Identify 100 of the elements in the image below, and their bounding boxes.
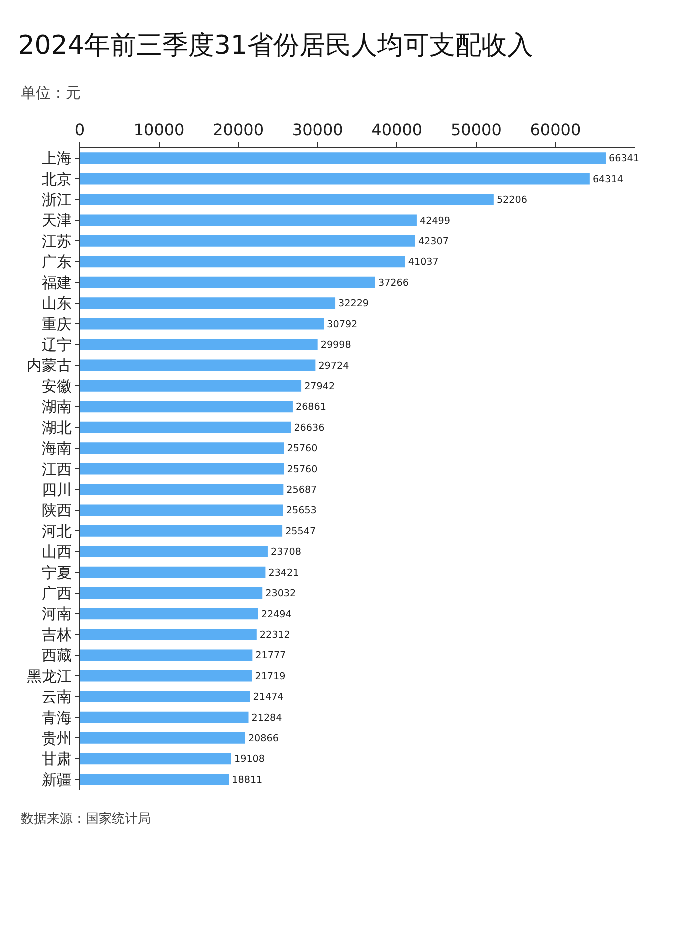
y-tick-label: 浙江 (42, 191, 72, 210)
x-tick-label: 60000 (530, 120, 582, 140)
y-tick-label: 辽宁 (42, 336, 72, 354)
bar (80, 298, 336, 310)
data-label: 25547 (286, 526, 316, 538)
data-label: 18811 (232, 774, 263, 786)
x-tick-label: 30000 (292, 120, 344, 140)
data-label: 42499 (420, 216, 450, 227)
x-tick-label: 0 (74, 120, 86, 140)
y-tick-label: 陕西 (42, 502, 72, 520)
bar (80, 318, 324, 330)
data-label: 21719 (255, 671, 286, 682)
y-tick-label: 江苏 (42, 232, 72, 250)
y-tick-label: 宁夏 (42, 564, 72, 582)
bar (80, 732, 246, 744)
y-tick-label: 山东 (42, 294, 72, 313)
bar (80, 691, 250, 702)
y-tick-label: 天津 (42, 212, 72, 230)
source-note: 数据来源：国家统计局 (21, 811, 151, 827)
y-tick-label: 北京 (42, 170, 72, 188)
y-tick-label: 内蒙古 (27, 356, 72, 375)
bar (80, 712, 249, 724)
y-tick-label: 上海 (42, 150, 72, 168)
y-tick-label: 广东 (42, 253, 72, 272)
bar (80, 774, 230, 786)
data-label: 25760 (287, 464, 318, 476)
y-tick-label: 青海 (42, 708, 72, 727)
bar (80, 650, 253, 662)
data-label: 66341 (609, 154, 640, 165)
y-tick-label: 广西 (42, 584, 72, 603)
data-label: 23708 (270, 547, 302, 558)
bar (80, 401, 293, 413)
bar (80, 628, 257, 640)
y-tick-label: 云南 (42, 688, 72, 706)
y-tick-label: 山西 (42, 543, 72, 562)
y-tick-label: 河南 (42, 605, 72, 624)
data-label: 23421 (268, 568, 300, 579)
bar (80, 256, 406, 268)
chart-title: 2024年前三季度31省份居民人均可支配收入 (18, 30, 534, 61)
data-label: 30792 (327, 319, 358, 330)
data-label: 64314 (592, 174, 624, 186)
bar (80, 380, 302, 392)
data-label: 26861 (296, 402, 326, 414)
bar (80, 525, 283, 537)
data-label: 37266 (378, 278, 409, 289)
x-tick-label: 10000 (134, 120, 185, 140)
data-label: 27942 (304, 381, 336, 392)
data-label: 23032 (266, 588, 296, 600)
bar (80, 173, 590, 185)
x-tick-label: 50000 (450, 120, 502, 140)
bar (80, 276, 376, 288)
y-tick-label: 吉林 (42, 626, 72, 644)
y-tick-label: 四川 (42, 480, 72, 499)
data-label: 21474 (253, 692, 284, 704)
bar (80, 588, 263, 599)
bar (80, 360, 316, 372)
bar (80, 463, 284, 475)
bar (80, 566, 266, 578)
data-label: 21284 (252, 712, 282, 724)
bar (80, 670, 252, 682)
y-tick-label: 安徽 (42, 377, 72, 396)
y-tick-label: 河北 (42, 522, 72, 540)
bar (80, 339, 318, 350)
y-tick-label: 湖南 (42, 398, 72, 416)
bar (80, 546, 268, 558)
data-label: 26636 (294, 422, 325, 434)
data-label: 41037 (408, 257, 439, 268)
y-tick-label: 黑龙江 (27, 667, 72, 686)
data-label: 29998 (320, 340, 352, 352)
bar (80, 504, 284, 516)
data-label: 25760 (287, 444, 318, 455)
x-tick-label: 20000 (213, 120, 264, 140)
data-label: 32229 (338, 298, 370, 310)
y-tick-label: 西藏 (42, 646, 72, 665)
bar (80, 608, 258, 620)
data-label: 29724 (318, 360, 350, 372)
bar (80, 442, 284, 454)
data-label: 42307 (418, 236, 449, 248)
data-label: 25687 (286, 485, 318, 496)
y-tick-label: 重庆 (42, 315, 72, 334)
bar (80, 484, 284, 496)
data-label: 20866 (248, 734, 279, 745)
bar (80, 214, 417, 226)
data-label: 21777 (256, 650, 286, 662)
data-label: 22312 (260, 630, 290, 641)
data-label: 52206 (496, 195, 528, 206)
data-label: 22494 (261, 609, 292, 620)
x-tick-label: 40000 (372, 120, 423, 140)
bar (80, 422, 292, 434)
y-tick-label: 贵州 (42, 729, 72, 748)
bar (80, 194, 494, 206)
bar (80, 152, 606, 164)
data-label: 19108 (234, 754, 265, 766)
bar (80, 753, 232, 765)
chart-subtitle: 单位：元 (21, 84, 81, 102)
y-tick-label: 湖北 (42, 418, 72, 437)
y-tick-label: 甘肃 (42, 750, 72, 768)
y-tick-label: 福建 (42, 274, 72, 292)
data-label: 25653 (286, 506, 317, 517)
y-tick-label: 新疆 (42, 770, 72, 789)
